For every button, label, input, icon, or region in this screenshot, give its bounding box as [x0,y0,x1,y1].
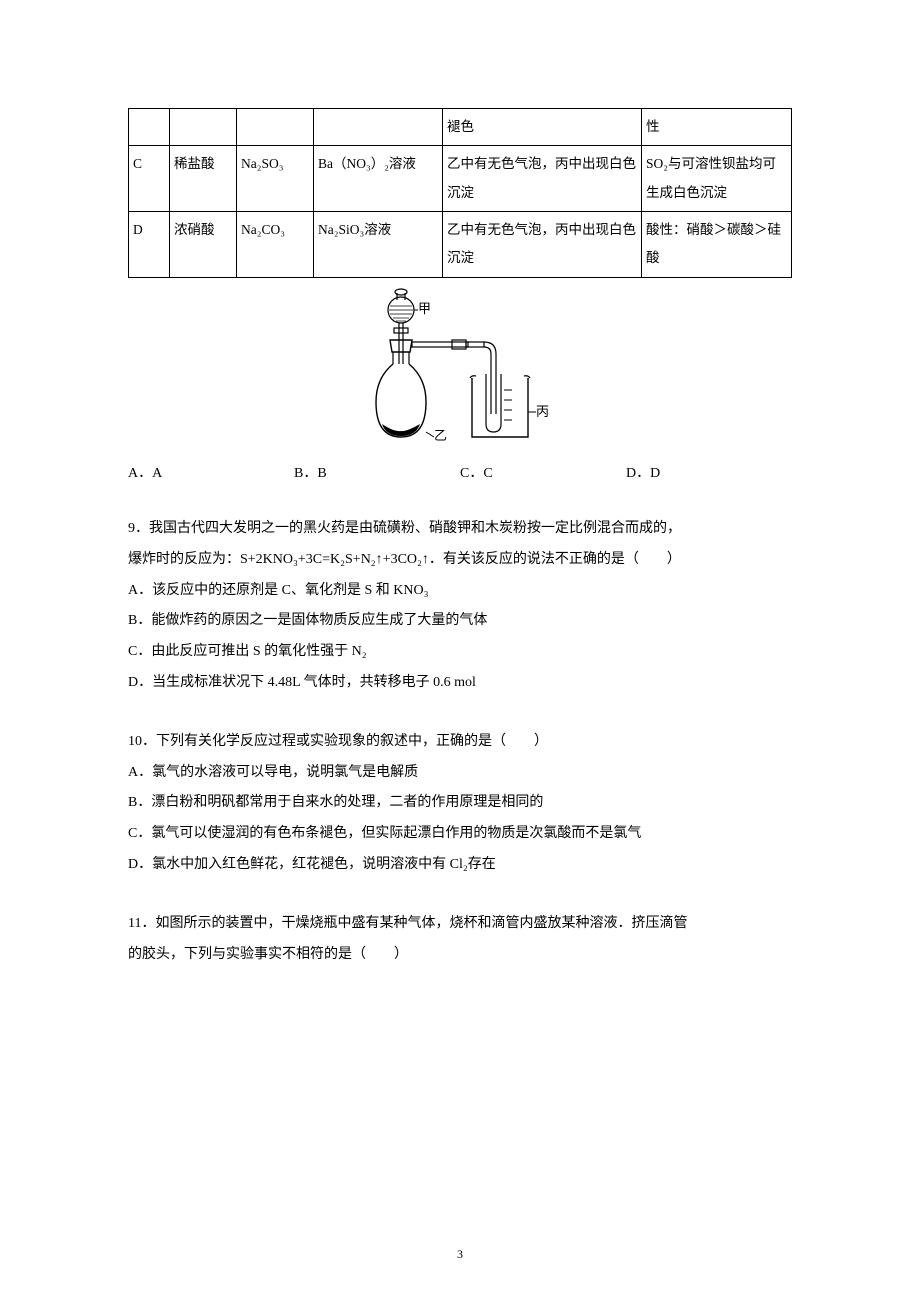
question-11: 11．如图所示的装置中，干燥烧瓶中盛有某种气体，烧杯和滴管内盛放某种溶液．挤压滴… [128,909,792,971]
cell: SO₂与可溶性钡盐均可生成白色沉淀 [642,146,792,212]
apparatus-figure: 甲 乙 [128,282,792,459]
table-row: C 稀盐酸 Na₂SO₃ Ba（NO₃）₂溶液 乙中有无色气泡，丙中出现白色沉淀… [129,146,792,212]
cell: 性 [642,109,792,146]
q8-options: A．A B．B C．C D．D [128,461,792,486]
question-9: 9．我国古代四大发明之一的黑火药是由硫磺粉、硝酸钾和木炭粉按一定比例混合而成的，… [128,514,792,699]
label-bing: 丙 [536,404,549,419]
label-jia: 甲 [418,301,431,316]
table-row: D 浓硝酸 Na₂CO₃ Na₂SiO₃溶液 乙中有无色气泡，丙中出现白色沉淀 … [129,212,792,278]
cell [170,109,237,146]
cell: Na₂CO₃ [237,212,314,278]
cell: D [129,212,170,278]
q9-option-c: C．由此反应可推出 S 的氧化性强于 N₂ [128,637,792,668]
cell: Na₂SO₃ [237,146,314,212]
experiment-table: 褪色 性 C 稀盐酸 Na₂SO₃ Ba（NO₃）₂溶液 乙中有无色气泡，丙中出… [128,108,792,278]
cell: 稀盐酸 [170,146,237,212]
table-row: 褪色 性 [129,109,792,146]
cell: 乙中有无色气泡，丙中出现白色沉淀 [443,146,642,212]
q9-stem-line1: 9．我国古代四大发明之一的黑火药是由硫磺粉、硝酸钾和木炭粉按一定比例混合而成的， [128,514,792,545]
q9-option-b: B．能做炸药的原因之一是固体物质反应生成了大量的气体 [128,606,792,637]
option-c: C．C [460,461,626,486]
q9-stem-line2: 爆炸时的反应为：S+2KNO₃+3C=K₂S+N₂↑+3CO₂↑．有关该反应的说… [128,545,792,576]
q9-option-a: A．该反应中的还原剂是 C、氧化剂是 S 和 KNO₃ [128,576,792,607]
option-a: A．A [128,461,294,486]
label-yi: 乙 [434,428,447,443]
cell [314,109,443,146]
cell: Na₂SiO₃溶液 [314,212,443,278]
q10-option-d: D．氯水中加入红色鲜花，红花褪色，说明溶液中有 Cl₂存在 [128,850,792,881]
cell: C [129,146,170,212]
cell: 乙中有无色气泡，丙中出现白色沉淀 [443,212,642,278]
q11-stem-line1: 11．如图所示的装置中，干燥烧瓶中盛有某种气体，烧杯和滴管内盛放某种溶液．挤压滴… [128,909,792,940]
option-b: B．B [294,461,460,486]
question-10: 10．下列有关化学反应过程或实验现象的叙述中，正确的是（ ） A．氯气的水溶液可… [128,727,792,881]
q10-option-b: B．漂白粉和明矾都常用于自来水的处理，二者的作用原理是相同的 [128,788,792,819]
q10-option-a: A．氯气的水溶液可以导电，说明氯气是电解质 [128,758,792,789]
cell: 酸性：硝酸＞碳酸＞硅酸 [642,212,792,278]
cell: 浓硝酸 [170,212,237,278]
q9-option-d: D．当生成标准状况下 4.48L 气体时，共转移电子 0.6 mol [128,668,792,699]
cell: 褪色 [443,109,642,146]
cell: Ba（NO₃）₂溶液 [314,146,443,212]
apparatus-svg: 甲 乙 [356,282,564,450]
cell [129,109,170,146]
page: 褪色 性 C 稀盐酸 Na₂SO₃ Ba（NO₃）₂溶液 乙中有无色气泡，丙中出… [0,0,920,1302]
q10-stem: 10．下列有关化学反应过程或实验现象的叙述中，正确的是（ ） [128,727,792,758]
cell [237,109,314,146]
page-number: 3 [0,1244,920,1266]
q10-option-c: C．氯气可以使湿润的有色布条褪色，但实际起漂白作用的物质是次氯酸而不是氯气 [128,819,792,850]
q11-stem-line2: 的胶头，下列与实验事实不相符的是（ ） [128,940,792,971]
option-d: D．D [626,461,792,486]
